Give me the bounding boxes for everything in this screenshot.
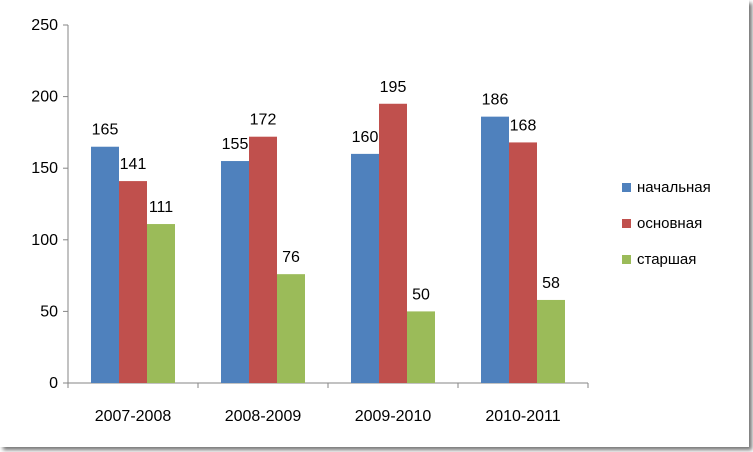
bar-1-2010-2011 [481,116,509,383]
legend: начальная основная старшая [622,179,711,268]
data-label: 172 [250,112,277,129]
bar-2-2009-2010 [379,103,407,383]
y-tick-label: 250 [31,17,58,34]
data-label: 111 [149,199,173,216]
bar-3-2009-2010 [407,311,435,383]
bar-1-2008-2009 [221,161,249,383]
x-tick-label: 2007-2008 [95,408,172,425]
y-tick-label: 100 [31,232,58,249]
y-tick-label: 200 [31,89,58,106]
bar-3-2008-2009 [277,274,305,383]
legend-label: основная [637,215,702,232]
bar-2-2010-2011 [509,142,537,383]
x-tick-label: 2009-2010 [355,408,432,425]
bar-1-2009-2010 [351,153,379,383]
data-label: 76 [282,249,300,266]
y-tick-label: 50 [40,303,58,320]
bar-2-2008-2009 [249,136,277,383]
bar-3-2007-2008 [147,224,175,383]
legend-label: старшая [637,251,696,268]
legend-label: начальная [637,179,711,196]
x-tick-label: 2010-2011 [485,408,560,425]
data-label: 168 [510,117,537,134]
x-tick-label: 2008-2009 [225,408,302,425]
data-label: 58 [542,275,560,292]
data-label: 160 [352,129,379,146]
legend-swatch [622,255,631,264]
legend-swatch [622,183,631,192]
bar-3-2010-2011 [537,299,565,383]
bar-2-2007-2008 [119,181,147,383]
y-tick-label: 0 [49,375,58,392]
data-label: 50 [412,286,430,303]
data-label: 141 [120,156,147,173]
data-label: 195 [380,79,407,96]
plot-area: 0 50 100 150 200 250 2007-2008 2008-2009 2009-20… [31,17,589,425]
bar-1-2007-2008 [91,146,119,383]
data-label: 155 [222,136,249,153]
legend-swatch [622,219,631,228]
y-tick-label: 150 [31,160,58,177]
data-label: 186 [482,92,509,109]
data-label: 165 [92,122,119,139]
